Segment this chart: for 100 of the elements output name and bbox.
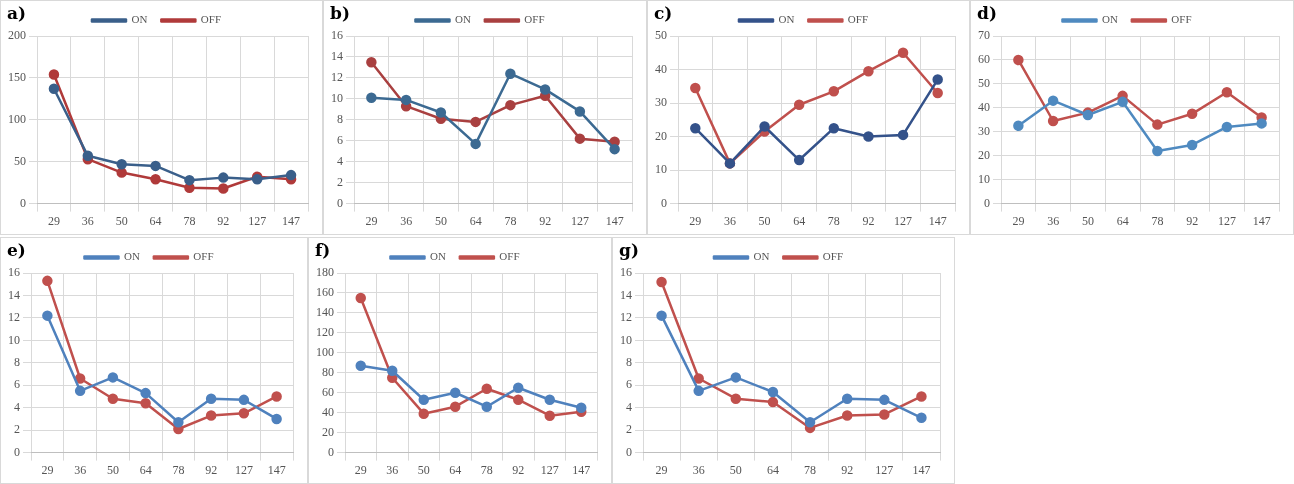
x-tick-label: 127: [540, 462, 559, 477]
y-tick-label: 16: [8, 265, 20, 280]
x-tick-label: 50: [758, 213, 771, 228]
x-tick-label: 29: [365, 213, 378, 228]
x-tick-label: 78: [172, 462, 185, 477]
x-tick-label: 92: [217, 213, 230, 228]
y-tick-label: 40: [322, 404, 334, 419]
chart-title: f): [315, 240, 331, 260]
legend-label: ON: [429, 250, 446, 263]
chart-title: g): [619, 240, 639, 260]
y-tick-label: 8: [626, 354, 632, 369]
x-tick-label: 147: [1252, 213, 1271, 228]
x-tick-label: 36: [74, 462, 87, 477]
x-tick-label: 64: [449, 462, 462, 477]
y-tick-label: 0: [661, 195, 667, 210]
y-tick-label: 0: [337, 195, 343, 210]
x-tick-label: 147: [912, 462, 931, 477]
x-tick-label: 36: [386, 462, 399, 477]
x-tick-label: 64: [793, 213, 806, 228]
x-tick-label: 64: [766, 462, 779, 477]
x-tick-label: 36: [400, 213, 413, 228]
x-tick-label: 29: [47, 213, 60, 228]
y-tick-label: 14: [620, 287, 632, 302]
y-tick-label: 14: [8, 287, 20, 302]
y-tick-label: 70: [978, 28, 990, 43]
x-tick-label: 147: [928, 213, 947, 228]
x-tick-label: 50: [1081, 213, 1094, 228]
x-tick-label: 36: [1047, 213, 1060, 228]
chart-title: d): [977, 3, 997, 23]
legend-label: OFF: [1171, 13, 1192, 26]
x-tick-label: 50: [115, 213, 128, 228]
y-tick-label: 60: [978, 52, 990, 67]
y-tick-label: 0: [984, 195, 990, 210]
y-tick-label: 4: [626, 399, 632, 414]
y-tick-label: 180: [316, 265, 334, 280]
x-tick-label: 29: [354, 462, 367, 477]
y-tick-label: 16: [331, 28, 343, 43]
y-tick-label: 10: [978, 171, 990, 186]
x-tick-label: 78: [1151, 213, 1164, 228]
legend-label: OFF: [200, 13, 222, 26]
x-tick-label: 92: [512, 462, 525, 477]
y-tick-label: 4: [14, 399, 20, 414]
legend-label: OFF: [822, 250, 844, 263]
y-tick-label: 16: [620, 265, 632, 280]
y-tick-label: 0: [14, 444, 20, 459]
x-tick-label: 147: [572, 462, 591, 477]
legend-label: OFF: [499, 250, 520, 263]
x-tick-label: 64: [1116, 213, 1129, 228]
y-tick-label: 2: [626, 422, 632, 437]
y-tick-label: 6: [626, 377, 632, 392]
x-tick-label: 50: [106, 462, 119, 477]
x-tick-label: 50: [729, 462, 742, 477]
y-tick-label: 50: [978, 76, 990, 91]
y-tick-label: 100: [316, 344, 334, 359]
x-tick-label: 64: [469, 213, 482, 228]
y-tick-label: 20: [322, 424, 334, 439]
legend-label: ON: [753, 250, 770, 263]
y-tick-label: 160: [316, 285, 334, 300]
x-tick-label: 147: [267, 462, 286, 477]
legend-label: OFF: [193, 250, 214, 263]
legend-label: ON: [123, 250, 140, 263]
y-tick-label: 0: [20, 195, 26, 210]
x-tick-label: 147: [605, 213, 624, 228]
x-tick-label: 92: [539, 213, 552, 228]
y-tick-label: 50: [14, 153, 26, 168]
y-tick-label: 8: [337, 111, 343, 126]
x-tick-label: 29: [1012, 213, 1025, 228]
y-tick-label: 2: [337, 174, 343, 189]
y-tick-label: 30: [655, 95, 667, 110]
legend-label: OFF: [524, 13, 545, 26]
y-tick-label: 20: [978, 147, 990, 162]
y-tick-label: 40: [978, 99, 990, 114]
x-tick-label: 127: [570, 213, 589, 228]
y-tick-label: 20: [655, 128, 667, 143]
chart-title: b): [330, 3, 350, 23]
y-tick-label: 6: [337, 132, 343, 147]
y-tick-label: 2: [14, 422, 20, 437]
y-tick-label: 10: [8, 332, 20, 347]
y-tick-label: 4: [337, 153, 343, 168]
x-tick-label: 36: [81, 213, 94, 228]
y-tick-label: 12: [620, 310, 632, 325]
legend-label: OFF: [847, 13, 869, 26]
x-tick-label: 147: [282, 213, 301, 228]
x-tick-label: 127: [875, 462, 894, 477]
x-tick-label: 64: [139, 462, 152, 477]
y-tick-label: 10: [655, 162, 667, 177]
legend-label: ON: [1101, 13, 1118, 26]
chart-title: a): [7, 3, 27, 23]
x-tick-label: 78: [480, 462, 493, 477]
x-tick-label: 64: [149, 213, 162, 228]
y-tick-label: 140: [316, 305, 334, 320]
x-tick-label: 92: [205, 462, 218, 477]
x-tick-label: 78: [804, 462, 817, 477]
x-tick-label: 50: [417, 462, 430, 477]
x-tick-label: 127: [234, 462, 253, 477]
x-tick-label: 78: [827, 213, 840, 228]
y-tick-label: 0: [328, 444, 334, 459]
legend-label: ON: [778, 13, 795, 26]
y-tick-label: 8: [14, 354, 20, 369]
x-tick-label: 78: [504, 213, 517, 228]
